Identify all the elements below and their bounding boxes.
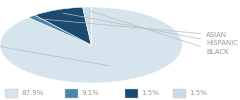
Text: 1.5%: 1.5% bbox=[190, 90, 207, 96]
Text: 9.1%: 9.1% bbox=[82, 90, 99, 96]
Text: BLACK: BLACK bbox=[90, 11, 229, 55]
FancyBboxPatch shape bbox=[125, 88, 138, 98]
Wedge shape bbox=[28, 15, 91, 45]
FancyBboxPatch shape bbox=[65, 88, 78, 98]
FancyBboxPatch shape bbox=[173, 88, 186, 98]
Text: ASIAN: ASIAN bbox=[39, 19, 228, 38]
Wedge shape bbox=[0, 7, 182, 83]
Text: WHITE: WHITE bbox=[0, 34, 109, 66]
Wedge shape bbox=[83, 7, 91, 45]
Text: 87.9%: 87.9% bbox=[22, 90, 44, 96]
FancyBboxPatch shape bbox=[5, 88, 18, 98]
Text: HISPANIC: HISPANIC bbox=[63, 13, 238, 46]
Wedge shape bbox=[35, 7, 91, 45]
Text: 1.5%: 1.5% bbox=[142, 90, 159, 96]
